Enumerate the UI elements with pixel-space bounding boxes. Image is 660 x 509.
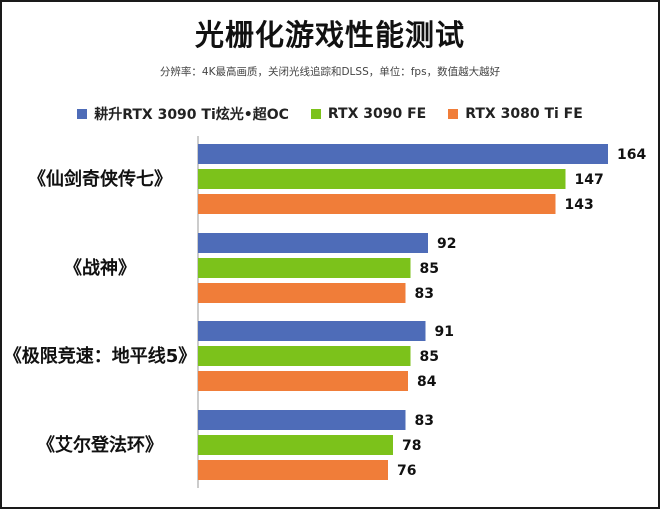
legend-swatch-series-2: [448, 109, 459, 119]
data-label: 85: [420, 261, 439, 277]
category-label: 《战神》: [64, 257, 136, 279]
chart-subtitle: 分辨率：4K最高画质，关闭光线追踪和DLSS，单位：fps，数值越大越好: [159, 66, 501, 78]
legend-item-series-1: RTX 3090 FE: [310, 106, 427, 122]
legend-item-series-2: RTX 3080 Ti FE: [448, 106, 583, 122]
bar: [198, 233, 428, 253]
bar: [198, 346, 411, 366]
legend-label-series-2: RTX 3080 Ti FE: [465, 106, 583, 122]
data-label: 78: [402, 438, 421, 454]
data-label: 143: [565, 197, 594, 213]
bar: [198, 371, 408, 391]
category-label: 《仙剑奇侠传七》: [28, 168, 172, 190]
legend-label-series-1: RTX 3090 FE: [327, 106, 427, 122]
data-label: 84: [417, 374, 437, 390]
bar: [198, 258, 411, 278]
bar: [198, 410, 406, 430]
legend: 耕升RTX 3090 Ti炫光•超OC RTX 3090 FE RTX 3080…: [0, 104, 660, 124]
legend-swatch-series-1: [310, 109, 321, 119]
data-label: 92: [437, 236, 456, 252]
category-label: 《艾尔登法环》: [37, 434, 163, 456]
data-label: 76: [397, 463, 416, 479]
bar: [198, 435, 393, 455]
bar: [198, 321, 426, 341]
data-label: 83: [415, 413, 434, 429]
data-label: 83: [415, 286, 434, 302]
data-label: 147: [575, 172, 604, 188]
chart-title: 光栅化游戏性能测试: [194, 18, 465, 52]
bar: [198, 194, 556, 214]
bar: [198, 460, 388, 480]
data-label: 85: [420, 349, 439, 365]
category-label: 《极限竞速：地平线5》: [4, 345, 197, 367]
bar: [198, 144, 608, 164]
legend-item-series-0: 耕升RTX 3090 Ti炫光•超OC: [77, 104, 289, 124]
data-label: 91: [435, 324, 454, 340]
data-label: 164: [617, 147, 646, 163]
bar: [198, 283, 406, 303]
legend-swatch-series-0: [77, 109, 88, 119]
legend-label-series-0: 耕升RTX 3090 Ti炫光•超OC: [94, 107, 289, 123]
bar: [198, 169, 566, 189]
